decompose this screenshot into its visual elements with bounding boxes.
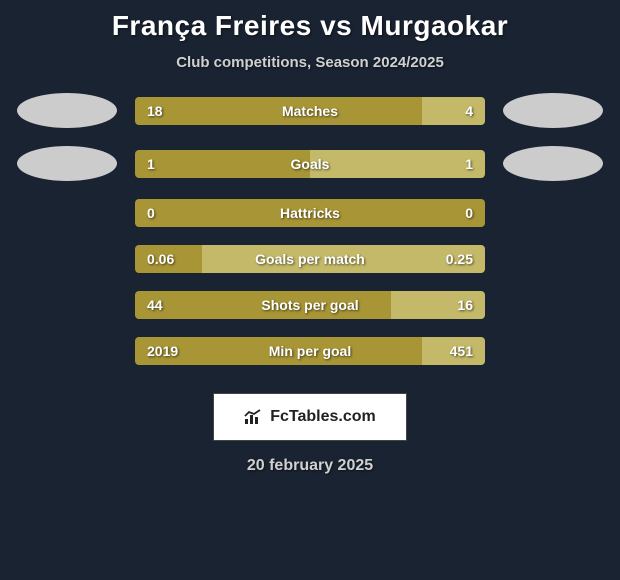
stat-value-right: 16 <box>457 297 473 313</box>
stat-row: 2019 451 Min per goal <box>17 337 603 365</box>
stat-value-right: 4 <box>465 103 473 119</box>
stat-label: Hattricks <box>280 205 340 221</box>
stat-bar: 2019 451 Min per goal <box>135 337 485 365</box>
stat-value-right: 451 <box>450 343 473 359</box>
stat-bar: 1 1 Goals <box>135 150 485 178</box>
stat-label: Matches <box>282 103 338 119</box>
team-logo-left <box>17 93 117 128</box>
stat-value-left: 0 <box>147 205 155 221</box>
stat-label: Goals <box>291 156 330 172</box>
stat-value-right: 1 <box>465 156 473 172</box>
stat-value-left: 1 <box>147 156 155 172</box>
comparison-card: França Freires vs Murgaokar Club competi… <box>0 0 620 485</box>
brand-text: FcTables.com <box>270 408 376 426</box>
stat-bar: 44 16 Shots per goal <box>135 291 485 319</box>
stat-value-left: 0.06 <box>147 251 174 267</box>
team-logo-right <box>503 93 603 128</box>
stat-value-left: 18 <box>147 103 163 119</box>
page-subtitle: Club competitions, Season 2024/2025 <box>176 54 444 71</box>
stat-bar: 0 0 Hattricks <box>135 199 485 227</box>
team-logo-left <box>17 146 117 181</box>
stat-row: 18 4 Matches <box>17 93 603 128</box>
date-text: 20 february 2025 <box>247 457 373 475</box>
stat-label: Goals per match <box>255 251 365 267</box>
stats-list: 18 4 Matches 1 1 Goals 0 0 Hattricks 0.06 0.25 Goal… <box>17 93 603 383</box>
stat-value-right: 0.25 <box>446 251 473 267</box>
chart-icon <box>244 409 264 425</box>
stat-value-right: 0 <box>465 205 473 221</box>
stat-row: 0.06 0.25 Goals per match <box>17 245 603 273</box>
stat-label: Shots per goal <box>261 297 358 313</box>
stat-row: 1 1 Goals <box>17 146 603 181</box>
team-logo-right <box>503 146 603 181</box>
stat-label: Min per goal <box>269 343 351 359</box>
page-title: França Freires vs Murgaokar <box>112 10 508 42</box>
brand-badge: FcTables.com <box>213 393 407 441</box>
stat-bar: 0.06 0.25 Goals per match <box>135 245 485 273</box>
stat-value-left: 44 <box>147 297 163 313</box>
stat-row: 44 16 Shots per goal <box>17 291 603 319</box>
stat-bar: 18 4 Matches <box>135 97 485 125</box>
stat-value-left: 2019 <box>147 343 178 359</box>
stat-row: 0 0 Hattricks <box>17 199 603 227</box>
